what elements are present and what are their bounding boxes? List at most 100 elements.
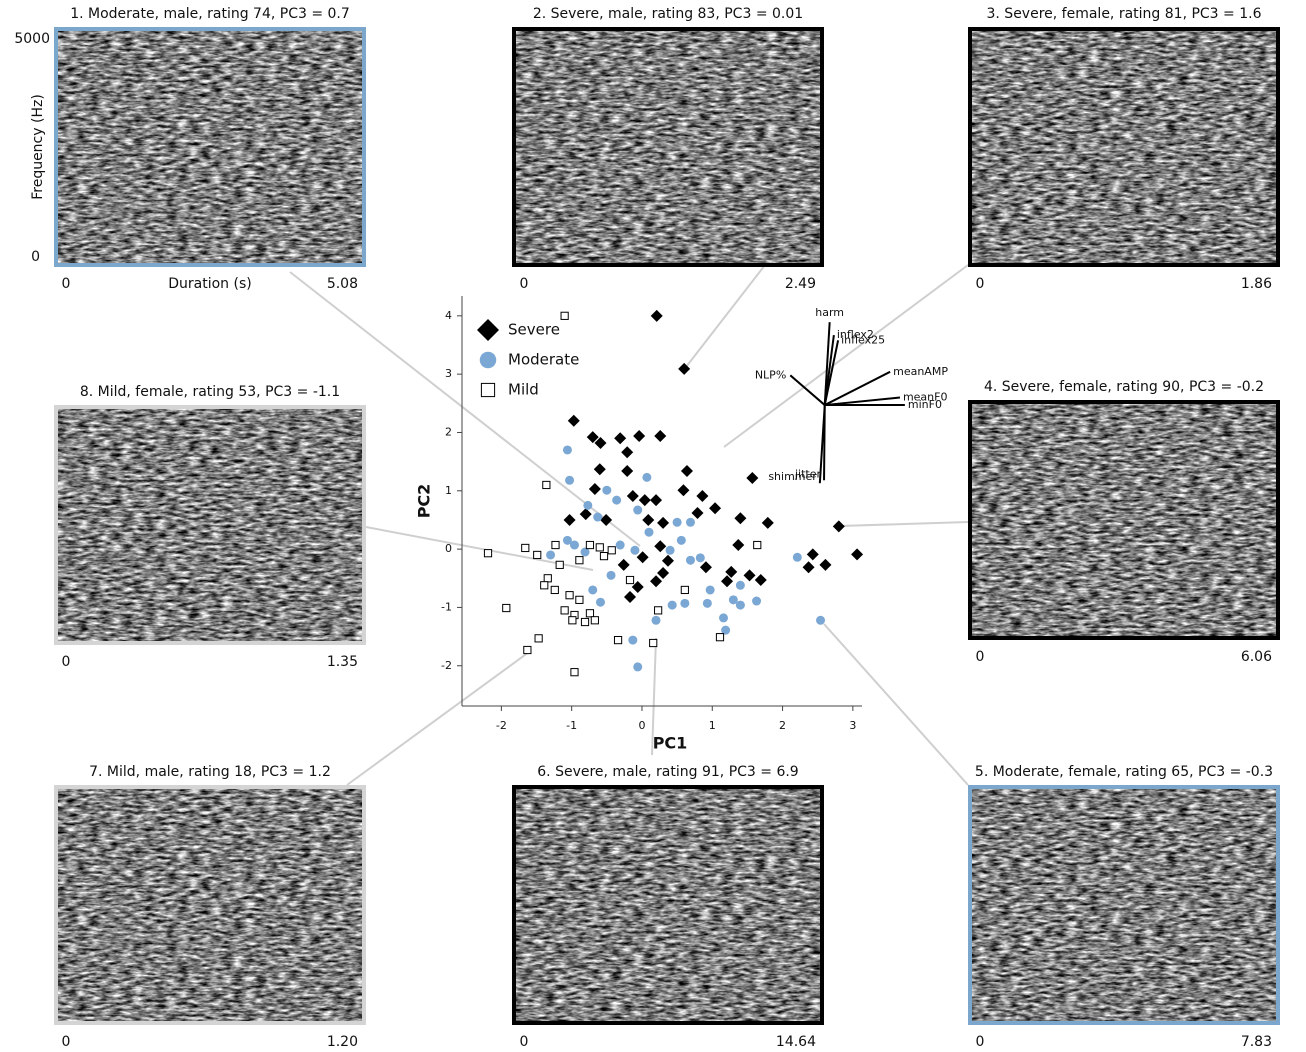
point-moderate: [546, 550, 556, 560]
connector: [723, 264, 969, 448]
point-severe: [851, 548, 864, 561]
point-moderate: [606, 570, 616, 580]
point-mild: [568, 616, 577, 625]
time-end: 1.35: [327, 654, 358, 670]
time-start: 0: [520, 276, 529, 292]
point-moderate: [651, 615, 661, 625]
point-severe: [721, 575, 734, 588]
point-moderate: [816, 615, 826, 625]
point-severe: [654, 540, 667, 553]
legend-label: Mild: [508, 381, 539, 399]
point-severe: [806, 548, 819, 561]
time-start: 0: [520, 1034, 529, 1050]
connector: [651, 637, 657, 756]
panel-border: [54, 27, 366, 267]
panel-title: 3. Severe, female, rating 81, PC3 = 1.6: [987, 6, 1262, 22]
loading-label: jitter: [794, 467, 822, 480]
point-severe: [650, 575, 663, 588]
point-moderate: [695, 553, 705, 563]
panel-title: 2. Severe, male, rating 83, PC3 = 0.01: [533, 6, 803, 22]
point-severe: [650, 309, 663, 322]
loading-vector: [789, 374, 826, 406]
point-moderate: [719, 613, 729, 623]
point-severe: [600, 513, 613, 526]
point-moderate: [672, 517, 682, 527]
point-mild: [607, 546, 616, 555]
y-axis-label: PC2: [415, 484, 434, 519]
panel-title: 4. Severe, female, rating 90, PC3 = -0.2: [984, 379, 1264, 395]
point-mild: [560, 606, 569, 615]
point-moderate: [642, 472, 652, 482]
loading-vector: [823, 405, 826, 481]
point-moderate: [583, 500, 593, 510]
point-severe: [617, 558, 630, 571]
panel-border: [54, 405, 366, 645]
connector: [346, 651, 530, 786]
point-severe: [657, 567, 670, 580]
point-mild: [560, 311, 569, 320]
loading-label: inflex2: [837, 328, 874, 341]
point-moderate: [565, 475, 575, 485]
point-moderate: [633, 662, 643, 672]
loading-vector: [824, 370, 891, 406]
point-severe: [680, 464, 693, 477]
connectors: [289, 264, 969, 786]
point-moderate: [593, 512, 603, 522]
panel-border: [968, 27, 1280, 267]
loading-label: meanAMP: [893, 365, 948, 378]
point-moderate: [702, 598, 712, 608]
loading-label: minF0: [908, 398, 942, 411]
point-moderate: [705, 585, 715, 595]
point-mild: [654, 606, 663, 615]
connector: [685, 264, 766, 368]
loading-vector: [823, 340, 840, 406]
loading-label: shimmer: [768, 470, 817, 483]
x-tick-label: 2: [779, 719, 786, 732]
connector: [823, 623, 969, 786]
point-mild: [613, 635, 623, 645]
connector: [365, 526, 594, 571]
point-moderate: [667, 600, 677, 610]
point-mild: [483, 549, 493, 558]
panel-title: 1. Moderate, male, rating 74, PC3 = 0.7: [70, 6, 350, 22]
freq-top: 5000: [14, 31, 50, 47]
point-severe: [567, 414, 580, 427]
point-severe: [743, 569, 756, 582]
legend-marker: [477, 319, 499, 341]
point-severe: [691, 506, 704, 519]
time-end: 2.49: [785, 276, 816, 292]
point-mild: [551, 540, 560, 550]
point-severe: [638, 494, 651, 507]
time-end: 14.64: [776, 1034, 816, 1050]
point-severe: [636, 551, 649, 564]
point-moderate: [602, 485, 612, 495]
point-severe: [699, 561, 712, 574]
point-moderate: [792, 552, 802, 562]
x-axis-label: PC1: [653, 734, 688, 753]
panel-border: [512, 785, 824, 1025]
point-moderate: [628, 635, 638, 645]
spectrogram: [58, 409, 362, 641]
time-start: 0: [62, 654, 71, 670]
spectrogram: [516, 31, 820, 263]
y-tick-label: -1: [441, 600, 452, 613]
loading-label: meanF0: [903, 390, 948, 403]
time-end: 7.83: [1241, 1034, 1272, 1050]
point-severe: [832, 520, 845, 533]
point-mild: [521, 543, 530, 553]
y-tick-label: 3: [445, 367, 452, 380]
point-severe: [761, 516, 774, 529]
point-severe: [624, 590, 637, 603]
point-mild: [680, 585, 689, 595]
freq-label: Frequency (Hz): [30, 94, 46, 200]
point-severe: [594, 436, 607, 449]
point-moderate: [615, 540, 625, 550]
point-severe: [593, 463, 606, 476]
point-moderate: [676, 535, 686, 545]
point-severe: [621, 446, 634, 459]
point-severe: [633, 429, 646, 442]
x-tick-label: -2: [496, 719, 507, 732]
x-tick-label: 0: [638, 719, 645, 732]
panel-title: 6. Severe, male, rating 91, PC3 = 6.9: [537, 764, 798, 780]
point-mild: [555, 560, 564, 569]
